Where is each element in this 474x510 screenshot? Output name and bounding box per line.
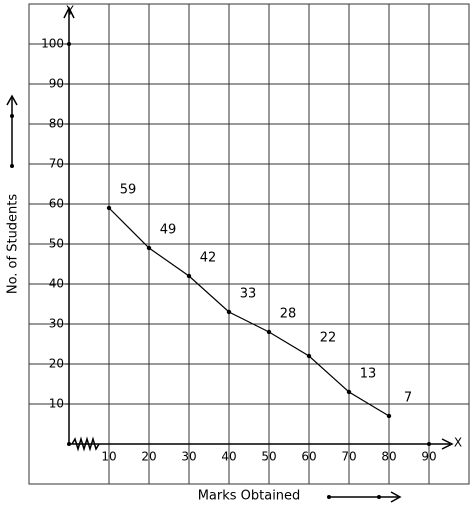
- y-tick-label: 40: [49, 277, 64, 291]
- axis-break: [71, 436, 100, 452]
- origin-dot: [67, 442, 71, 446]
- y-tick-label: 80: [49, 117, 64, 131]
- data-point: [266, 329, 272, 335]
- axis-end-dot: [427, 442, 431, 446]
- data-point: [386, 413, 392, 419]
- data-label: 42: [200, 251, 217, 266]
- data-label: 59: [120, 183, 137, 198]
- x-tick-label: 40: [221, 450, 236, 464]
- x-direction-arrowhead: [390, 491, 402, 503]
- data-point: [146, 245, 152, 251]
- y-tick-label: 60: [49, 197, 64, 211]
- data-point: [106, 205, 112, 211]
- y-tick-label: 20: [49, 357, 64, 371]
- y-tick-label: 10: [49, 397, 64, 411]
- data-line: [108, 207, 390, 417]
- y-direction-arrowhead: [6, 94, 18, 106]
- data-point: [306, 353, 312, 359]
- y-axis-label: No. of Students: [6, 194, 21, 295]
- x-tick-label: 60: [301, 450, 316, 464]
- data-label: 7: [404, 391, 412, 406]
- y-axis-arrow: [63, 6, 75, 19]
- data-label: 22: [320, 331, 337, 346]
- data-point: [186, 273, 192, 279]
- x-axis-label: Marks Obtained: [198, 489, 301, 504]
- data-label: 28: [280, 307, 297, 322]
- y-tick-label: 90: [49, 77, 64, 91]
- x-tick-label: 50: [261, 450, 276, 464]
- x-tick-label: 10: [101, 450, 116, 464]
- data-point: [226, 309, 232, 315]
- x-axis-name: X: [454, 436, 462, 450]
- y-tick-label: 50: [49, 237, 64, 251]
- x-tick-label: 80: [381, 450, 396, 464]
- arrow-dot: [10, 114, 14, 118]
- data-label: 49: [160, 223, 177, 238]
- y-tick-label: 100: [41, 37, 64, 51]
- x-tick-label: 30: [181, 450, 196, 464]
- x-tick-label: 90: [421, 450, 436, 464]
- arrow-dot: [10, 164, 14, 168]
- x-axis-arrow: [441, 438, 454, 450]
- y-axis-name: Y: [65, 4, 74, 18]
- data-label: 33: [240, 287, 257, 302]
- arrow-dot: [377, 495, 381, 499]
- grid: [29, 4, 469, 484]
- x-tick-label: 70: [341, 450, 356, 464]
- arrow-dot: [327, 495, 331, 499]
- y-tick-label: 30: [49, 317, 64, 331]
- data-label: 13: [360, 367, 377, 382]
- y-tick-label: 70: [49, 157, 64, 171]
- x-tick-label: 20: [141, 450, 156, 464]
- data-point: [346, 389, 352, 395]
